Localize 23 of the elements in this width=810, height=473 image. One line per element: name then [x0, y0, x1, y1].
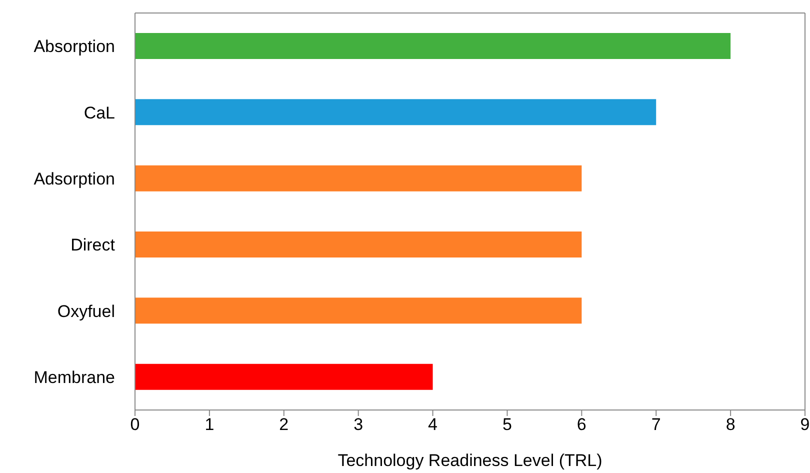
x-tick-label: 5 [502, 415, 512, 434]
x-tick-label: 3 [354, 415, 364, 434]
x-axis-title: Technology Readiness Level (TRL) [338, 451, 602, 470]
y-tick-label: Direct [70, 236, 116, 255]
bar [135, 232, 582, 258]
bar [135, 298, 582, 324]
x-tick-label: 2 [279, 415, 289, 434]
x-tick-label: 1 [204, 415, 214, 434]
x-tick-label: 6 [576, 415, 586, 434]
bar [135, 364, 433, 390]
bar [135, 99, 656, 126]
x-tick-label: 9 [800, 415, 810, 434]
y-tick-label: CaL [84, 103, 115, 122]
y-tick-label: Membrane [34, 368, 115, 387]
y-tick-label: Absorption [34, 37, 115, 56]
x-tick-label: 0 [130, 415, 140, 434]
bar [135, 165, 582, 192]
x-tick-label: 8 [726, 415, 736, 434]
y-tick-label: Oxyfuel [57, 302, 115, 321]
x-tick-label: 7 [651, 415, 661, 434]
y-tick-label: Adsorption [34, 169, 115, 188]
bar [135, 33, 731, 59]
x-tick-label: 4 [428, 415, 438, 434]
